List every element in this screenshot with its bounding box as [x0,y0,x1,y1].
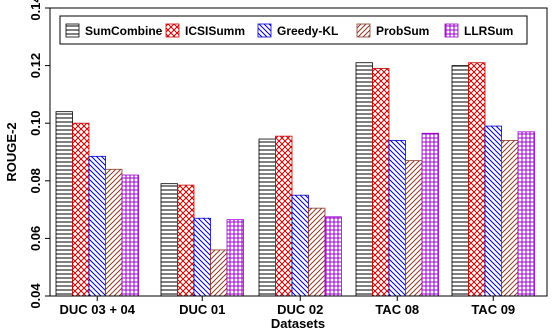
bar-icsisumm-4 [468,62,486,297]
y-tick-label: 0.06 [28,226,43,251]
legend-label: ProbSum [376,24,429,38]
bars-group [55,62,535,297]
bar-icsisumm-0 [72,122,90,297]
bar-greedy-kl-3 [388,140,406,297]
bar-greedy-kl-0 [88,155,106,297]
y-axis: 0.04 0.06 0.08 0.10 0.12 0.14 [28,0,50,309]
y-tick-label: 0.10 [28,111,43,136]
bar-sumcombine-3 [355,62,373,297]
legend-swatch-llrsum [444,23,459,38]
bar-llrsum-3 [421,132,439,297]
y-tick-label: 0.14 [28,0,43,21]
bar-llrsum-2 [324,216,342,297]
bar-probsum-4 [501,140,519,297]
bar-probsum-0 [105,168,123,297]
legend-swatch-icsisumm [165,23,180,38]
legend-label: LLRSum [464,24,513,38]
x-tick-label: TAC 09 [471,302,515,317]
bar-llrsum-4 [517,131,535,297]
bar-icsisumm-3 [372,68,390,297]
bar-sumcombine-0 [55,111,73,297]
x-tick-label: DUC 02 [277,302,323,317]
x-tick-label: DUC 01 [179,302,225,317]
bar-probsum-3 [405,160,423,297]
y-tick-label: 0.08 [28,168,43,193]
bar-llrsum-0 [121,174,139,297]
plot-frame [49,7,548,297]
y-tick-label: 0.04 [28,283,43,309]
legend-label: Greedy-KL [277,24,338,38]
bar-sumcombine-2 [258,138,276,297]
legend: SumCombine ICSISumm Greedy-KL ProbSum LLRSum [59,15,528,45]
bar-sumcombine-1 [160,183,178,297]
x-axis: DUC 03 + 04 DUC 01 DUC 02 TAC 08 TAC 09 [59,296,515,317]
bar-probsum-1 [210,249,228,297]
y-axis-title: ROUGE-2 [4,122,19,181]
legend-label: SumCombine [85,24,163,38]
x-tick-label: DUC 03 + 04 [59,302,135,317]
bar-llrsum-1 [226,219,244,297]
bar-greedy-kl-4 [484,125,502,297]
bar-sumcombine-4 [451,65,469,297]
legend-label: ICSISumm [185,24,245,38]
bar-probsum-2 [308,207,326,297]
bar-icsisumm-1 [177,184,195,297]
x-tick-label: TAC 08 [375,302,419,317]
legend-swatch-probsum [356,23,371,38]
bar-icsisumm-2 [275,135,293,297]
x-axis-title: Datasets [271,316,325,331]
bar-greedy-kl-2 [291,194,309,297]
legend-swatch-greedy-kl [257,23,272,38]
legend-swatch-sumcombine [65,23,80,38]
bar-greedy-kl-1 [193,217,211,297]
y-tick-label: 0.12 [28,53,43,78]
